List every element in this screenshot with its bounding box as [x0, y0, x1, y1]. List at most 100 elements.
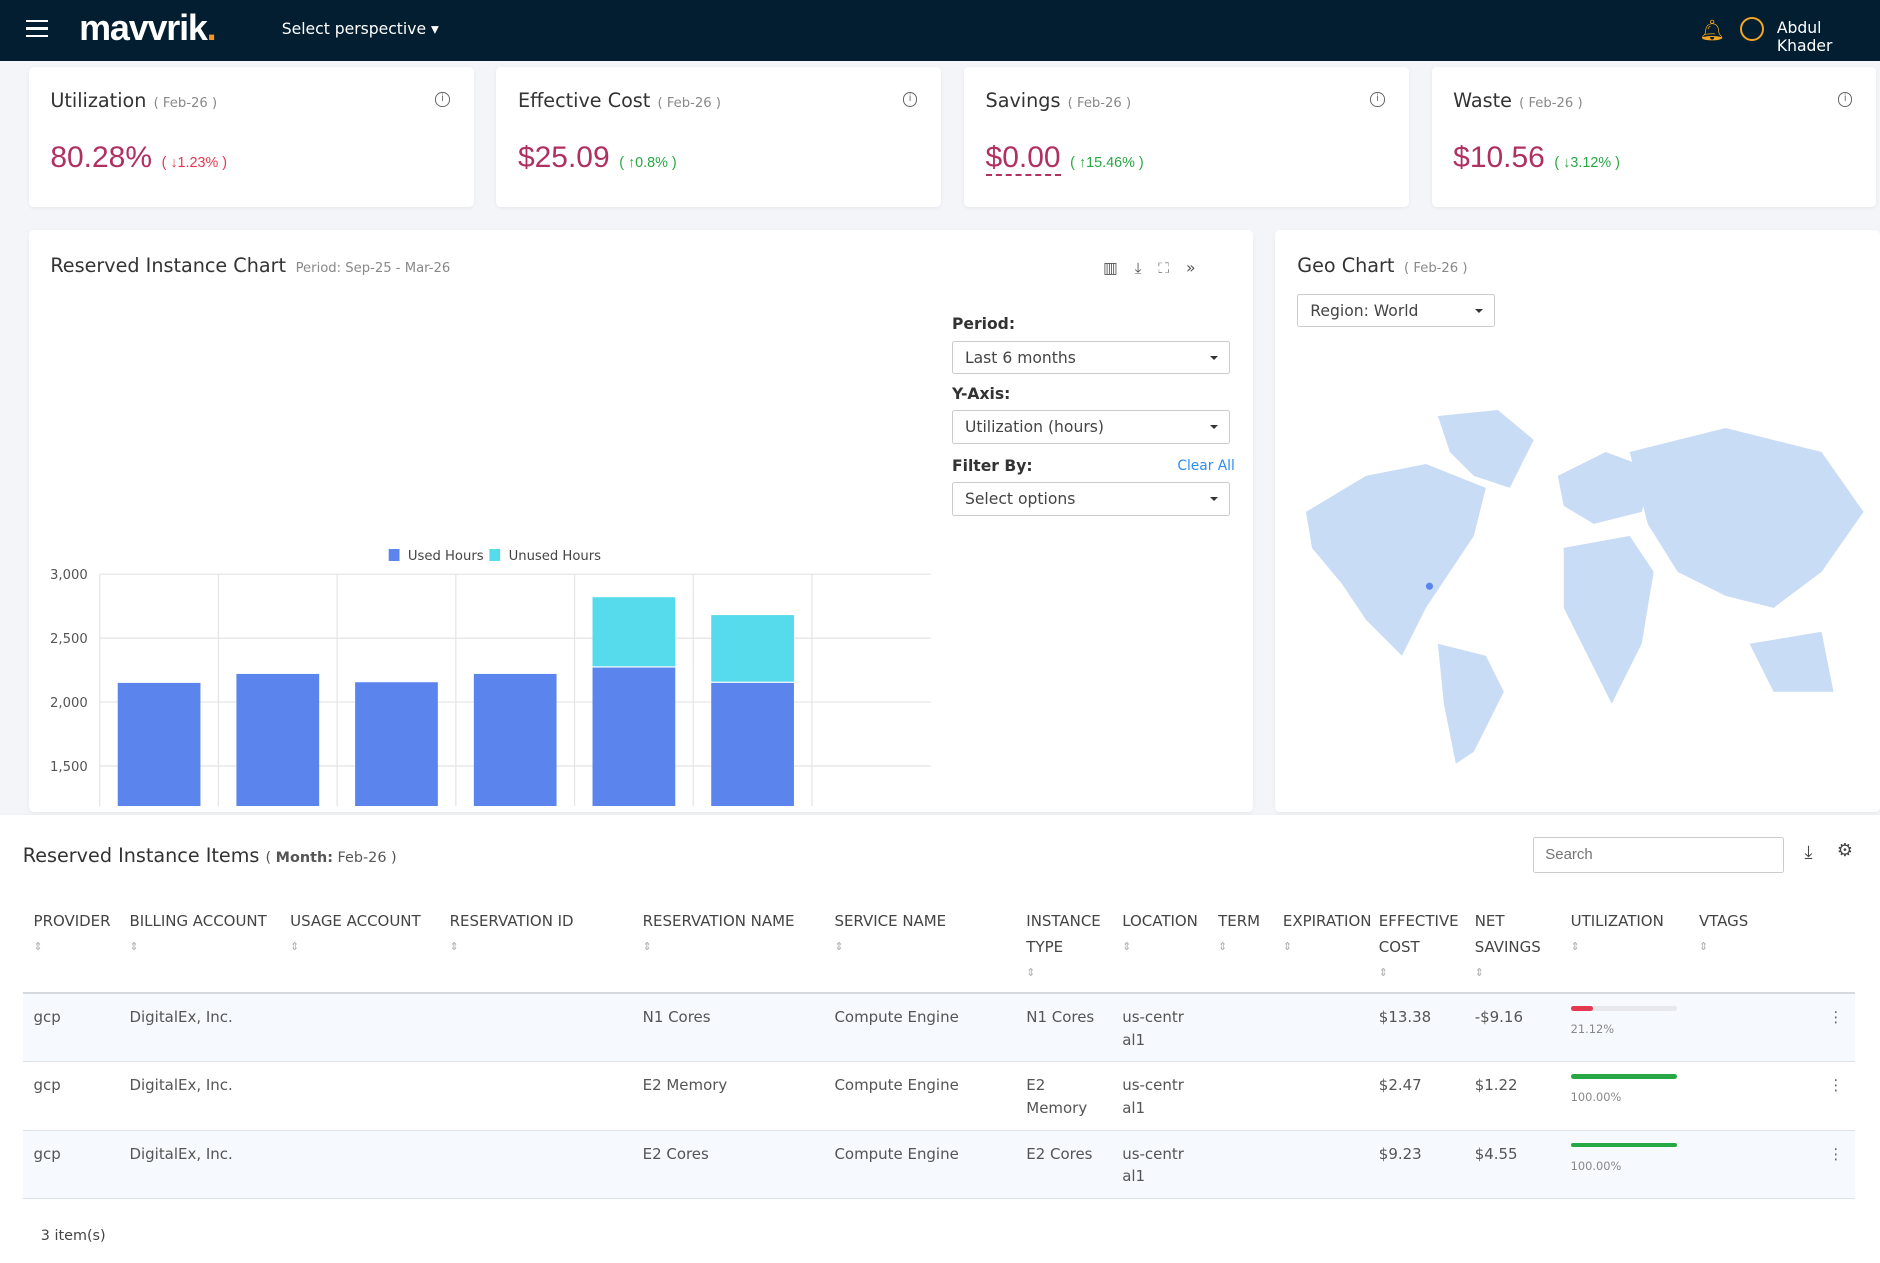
kpi-period: ( Feb-26 ) [1067, 95, 1132, 111]
cell-savings: $4.55 [1474, 1144, 1518, 1163]
bell-icon[interactable]: 🔔︎ [1698, 17, 1725, 42]
kpi-title: Effective Cost [517, 88, 651, 112]
chart-toolbar: ▥⤓⛶» [1103, 259, 1212, 278]
kpi-utilization: Utilization ( Feb-26 ) i 80.28% ( ↓1.23% ) [28, 67, 474, 208]
logo[interactable]: mavvrik. [79, 7, 217, 49]
kpi-delta: ( ↓3.12% ) [1554, 155, 1620, 172]
cell-service: Compute Engine [834, 1007, 959, 1026]
region-select[interactable]: Region: World [1297, 293, 1496, 328]
column-header[interactable]: VTAGS ⇕ [1698, 911, 1749, 953]
geo-point[interactable] [1425, 582, 1433, 590]
y-tick-label: 1,500 [50, 760, 88, 775]
download-icon[interactable]: ⤓ [1804, 841, 1813, 863]
period-label: Period: [951, 315, 1016, 334]
cell-cost: $2.47 [1378, 1076, 1422, 1095]
user-name[interactable]: Abdul Khader [1776, 19, 1833, 56]
row-menu-icon[interactable]: ⋮ [1828, 1144, 1844, 1163]
cell-location: us-central1 [1122, 1007, 1184, 1049]
menu-icon[interactable] [26, 20, 48, 38]
kpi-period: ( Feb-26 ) [1519, 95, 1583, 111]
kpi-title: Utilization [50, 88, 147, 112]
table-row[interactable]: gcp DigitalEx, Inc. E2 Memory Compute En… [22, 1062, 1855, 1131]
info-icon[interactable]: i [1838, 92, 1853, 107]
info-icon[interactable]: i [435, 92, 450, 107]
cell-service: Compute Engine [834, 1144, 959, 1163]
kpi-value: $10.56 [1453, 141, 1545, 175]
column-header[interactable]: EFFECTIVE COST ⇕ [1378, 911, 1459, 980]
column-header[interactable]: USAGE ACCOUNT ⇕ [290, 911, 421, 953]
utilization-bar [1570, 1005, 1678, 1011]
row-menu-icon[interactable]: ⋮ [1828, 1076, 1844, 1095]
column-header[interactable]: LOCATION ⇕ [1122, 911, 1198, 953]
filter-select[interactable]: Select options [951, 481, 1231, 516]
column-header[interactable]: EXPIRATION ⇕ [1282, 911, 1372, 953]
column-header[interactable]: SERVICE NAME ⇕ [834, 911, 947, 953]
bar-chart: 05001,0001,5002,0002,5003,000Sep-25Oct-2… [50, 549, 931, 806]
kpi-delta: ( ↓1.23% ) [161, 155, 228, 172]
bar-unused-hours [592, 597, 676, 667]
kpi-value: $0.00 [985, 141, 1061, 177]
geo-chart-card: Geo Chart( Feb-26 ) Region: World [1274, 230, 1880, 812]
table-title: Reserved Instance Items ( Month: Feb-26 … [22, 844, 397, 868]
fullscreen-icon[interactable]: ⛶ [1158, 258, 1186, 277]
cell-billing: DigitalEx, Inc. [129, 1144, 233, 1163]
chart-type-icon[interactable]: ▥ [1103, 258, 1135, 277]
table-row[interactable]: gcp DigitalEx, Inc. E2 Cores Compute Eng… [22, 1130, 1855, 1199]
info-icon[interactable]: i [1370, 92, 1385, 107]
cell-provider: gcp [33, 1007, 61, 1026]
bar-used-hours [117, 683, 201, 806]
period-select[interactable]: Last 6 months [951, 340, 1231, 375]
bar-used-hours [710, 683, 794, 806]
perspective-select[interactable]: Select perspective ▾ [281, 20, 439, 39]
cell-location: us-central1 [1122, 1076, 1184, 1118]
utilization-bar [1570, 1142, 1678, 1148]
cell-provider: gcp [33, 1076, 61, 1095]
user-avatar-icon[interactable] [1739, 16, 1764, 41]
cell-savings: $1.22 [1474, 1076, 1518, 1095]
bar-used-hours [592, 667, 676, 806]
ri-chart-card: Reserved Instance Chart Period: Sep-25 - … [28, 230, 1253, 812]
row-menu-icon[interactable]: ⋮ [1828, 1007, 1844, 1026]
y-tick-label: 2,000 [50, 696, 88, 711]
cell-cost: $9.23 [1378, 1144, 1422, 1163]
legend-swatch [388, 549, 400, 562]
settings-icon[interactable]: ⚙ [1836, 840, 1853, 862]
y-tick-label: 2,500 [50, 632, 88, 647]
expand-icon[interactable]: » [1185, 258, 1213, 277]
y-tick-label: 3,000 [50, 568, 88, 583]
cell-utilization: 100.00% [1570, 1158, 1622, 1173]
column-header[interactable]: UTILIZATION ⇕ [1570, 911, 1664, 953]
cell-instance-type: E2 Memory [1026, 1076, 1088, 1118]
item-count: 3 item(s) [40, 1227, 106, 1244]
column-header[interactable]: BILLING ACCOUNT ⇕ [129, 911, 267, 953]
kpi-waste: Waste ( Feb-26 ) i $10.56 ( ↓3.12% ) [1431, 67, 1877, 208]
cell-billing: DigitalEx, Inc. [129, 1007, 233, 1026]
cell-utilization: 21.12% [1570, 1021, 1615, 1036]
column-header[interactable]: NET SAVINGS ⇕ [1474, 911, 1541, 980]
yaxis-select[interactable]: Utilization (hours) [951, 410, 1231, 444]
chart-title: Reserved Instance Chart Period: Sep-25 - … [50, 254, 451, 278]
column-header[interactable]: TERM ⇕ [1218, 911, 1261, 953]
utilization-bar [1570, 1074, 1678, 1080]
legend-swatch [489, 549, 500, 562]
top-nav: mavvrik. Select perspective ▾ 🔔︎ Abdul K… [0, 0, 1880, 62]
search-input[interactable] [1533, 836, 1785, 873]
cell-utilization: 100.00% [1570, 1090, 1622, 1105]
kpi-delta: ( ↑15.46% ) [1070, 155, 1144, 172]
column-header[interactable]: INSTANCE TYPE ⇕ [1026, 911, 1101, 980]
column-header[interactable]: RESERVATION NAME ⇕ [642, 911, 795, 953]
filter-label: Filter By: [951, 456, 1033, 475]
info-icon[interactable]: i [902, 92, 918, 107]
column-header[interactable]: PROVIDER ⇕ [33, 911, 111, 953]
clear-all-link[interactable]: Clear All [1177, 458, 1235, 474]
column-header[interactable]: RESERVATION ID ⇕ [449, 911, 574, 953]
download-icon[interactable]: ⤓ [1134, 258, 1159, 277]
bar-unused-hours [710, 615, 794, 682]
legend-label: Unused Hours [508, 549, 601, 564]
cell-instance-type: E2 Cores [1026, 1144, 1093, 1163]
bar-used-hours [473, 674, 557, 806]
table-row[interactable]: gcp DigitalEx, Inc. N1 Cores Compute Eng… [22, 993, 1855, 1063]
cell-cost: $13.38 [1378, 1007, 1432, 1026]
bar-used-hours [236, 674, 319, 806]
kpi-period: ( Feb-26 ) [153, 95, 218, 111]
